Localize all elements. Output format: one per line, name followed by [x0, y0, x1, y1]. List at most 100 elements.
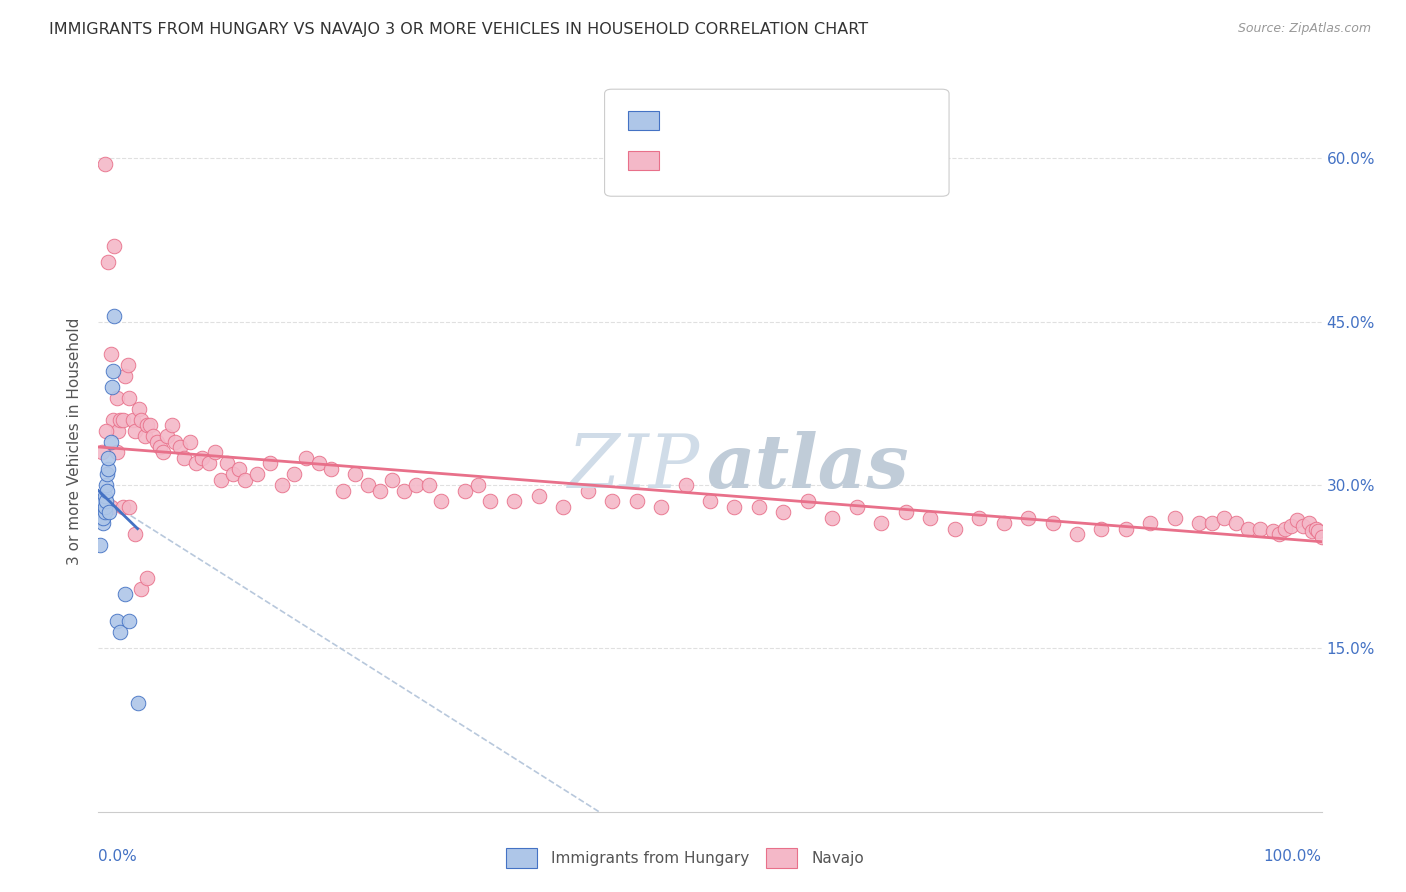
Point — [96, 467, 118, 482]
Point — [344, 467, 367, 482]
Point — [503, 494, 526, 508]
Point — [478, 494, 501, 508]
Text: Immigrants from Hungary: Immigrants from Hungary — [551, 851, 749, 865]
Point — [1249, 522, 1271, 536]
Point — [283, 467, 305, 482]
Point — [772, 505, 794, 519]
Point — [204, 445, 226, 459]
Point — [1201, 516, 1223, 531]
Y-axis label: 3 or more Vehicles in Household: 3 or more Vehicles in Household — [67, 318, 83, 566]
Point — [91, 494, 114, 508]
Point — [527, 489, 550, 503]
Point — [295, 450, 318, 465]
Text: 0.0%: 0.0% — [98, 849, 138, 863]
Point — [103, 238, 125, 252]
Point — [173, 450, 195, 465]
Point — [748, 500, 770, 514]
Point — [1237, 522, 1260, 536]
Point — [1212, 510, 1234, 524]
Point — [91, 445, 114, 459]
Point — [146, 434, 169, 449]
Point — [94, 494, 117, 508]
Point — [1306, 524, 1329, 538]
Point — [392, 483, 416, 498]
Point — [152, 445, 174, 459]
Point — [117, 359, 139, 373]
Point — [233, 473, 256, 487]
Point — [191, 450, 214, 465]
Point — [1279, 519, 1302, 533]
Point — [103, 310, 125, 324]
Point — [845, 500, 868, 514]
Point — [356, 478, 378, 492]
Text: ZIP: ZIP — [568, 431, 700, 504]
Point — [118, 391, 141, 405]
Point — [114, 587, 136, 601]
Point — [821, 510, 844, 524]
Point — [101, 380, 124, 394]
Text: 100.0%: 100.0% — [1264, 849, 1322, 863]
Point — [894, 505, 917, 519]
Point — [129, 582, 152, 596]
Point — [553, 500, 575, 514]
Point — [93, 500, 115, 514]
Point — [1066, 527, 1088, 541]
Point — [1268, 527, 1291, 541]
Point — [124, 527, 146, 541]
Point — [97, 462, 120, 476]
Point — [1286, 513, 1309, 527]
Point — [381, 473, 404, 487]
Point — [228, 462, 250, 476]
Point — [94, 424, 117, 438]
Point — [1310, 530, 1333, 544]
Point — [169, 440, 191, 454]
Point — [626, 494, 648, 508]
Point — [91, 505, 114, 519]
Point — [259, 456, 281, 470]
Point — [110, 625, 132, 640]
Point — [121, 413, 143, 427]
Point — [94, 478, 117, 492]
Point — [675, 478, 697, 492]
Point — [1298, 516, 1320, 531]
Point — [100, 500, 122, 514]
Point — [156, 429, 179, 443]
Point — [101, 413, 124, 427]
Point — [107, 424, 129, 438]
Point — [197, 456, 219, 470]
Text: R =  −0.283    N =  110: R = −0.283 N = 110 — [673, 153, 855, 168]
Point — [1305, 522, 1327, 536]
Point — [142, 429, 165, 443]
Point — [1301, 524, 1323, 538]
Text: Navajo: Navajo — [811, 851, 865, 865]
Point — [165, 434, 187, 449]
Point — [179, 434, 201, 449]
Point — [111, 413, 134, 427]
Point — [270, 478, 294, 492]
Point — [105, 391, 128, 405]
Point — [1017, 510, 1039, 524]
Point — [93, 505, 115, 519]
Point — [110, 413, 132, 427]
Point — [129, 413, 152, 427]
Point — [993, 516, 1015, 531]
Point — [98, 505, 121, 519]
Point — [93, 489, 115, 503]
Point — [1115, 522, 1137, 536]
Point — [127, 696, 149, 710]
Point — [650, 500, 672, 514]
Point — [920, 510, 942, 524]
Point — [319, 462, 342, 476]
Point — [90, 510, 112, 524]
Point — [246, 467, 269, 482]
Point — [467, 478, 489, 492]
Point — [308, 456, 330, 470]
Point — [134, 429, 156, 443]
Point — [100, 347, 122, 361]
Text: R =  −0.132    N =  25: R = −0.132 N = 25 — [673, 113, 845, 128]
Point — [797, 494, 820, 508]
Point — [332, 483, 354, 498]
Point — [576, 483, 599, 498]
Point — [699, 494, 721, 508]
Point — [1164, 510, 1187, 524]
